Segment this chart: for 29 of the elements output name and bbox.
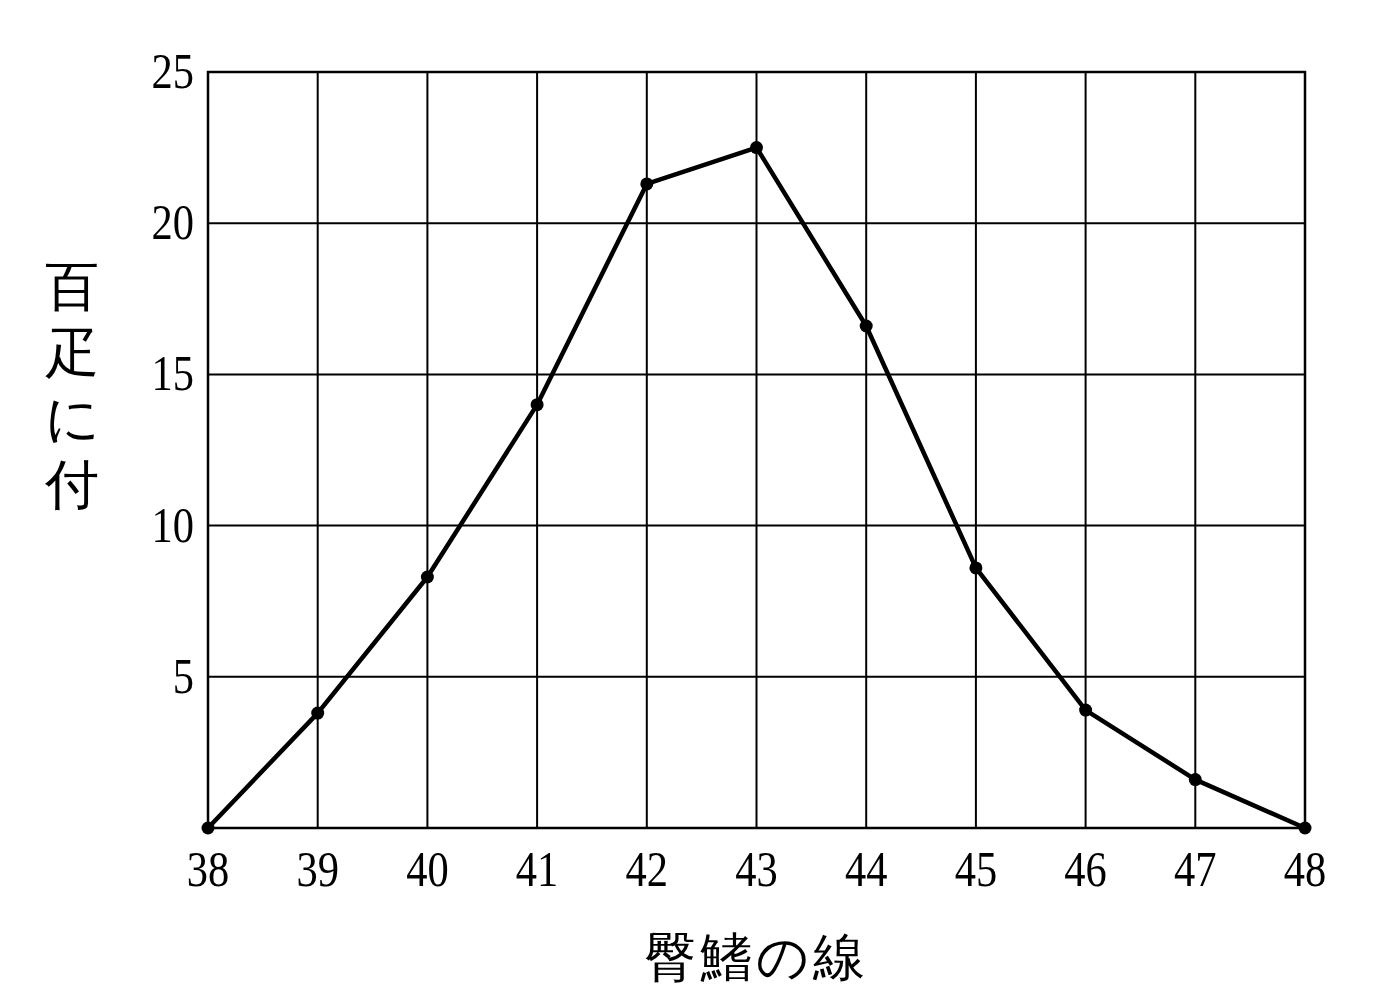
x-tick-label: 44 xyxy=(844,841,888,897)
point xyxy=(969,561,983,575)
x-tick-label: 46 xyxy=(1064,841,1107,897)
y-axis-title: 百疋に付 xyxy=(44,257,100,515)
y-tick-label: 15 xyxy=(151,346,194,402)
x-tick-label: 47 xyxy=(1174,841,1217,897)
x-tick-label: 39 xyxy=(296,841,339,897)
y-tick-label: 20 xyxy=(151,195,194,250)
x-tick-label: 45 xyxy=(954,841,998,897)
x-tick-label: 48 xyxy=(1283,841,1327,897)
point xyxy=(1298,821,1312,835)
point xyxy=(859,319,873,333)
point xyxy=(311,706,325,720)
point xyxy=(750,141,763,155)
y-tick-label: 10 xyxy=(151,497,194,553)
point xyxy=(420,570,434,584)
point xyxy=(640,177,654,191)
y-tick-label: 25 xyxy=(151,43,194,99)
x-tick-label: 43 xyxy=(735,841,778,897)
point xyxy=(1188,773,1202,787)
x-tick-label: 38 xyxy=(186,841,230,897)
x-tick-label: 41 xyxy=(515,841,559,897)
x-axis-title: 臀鰭の線 xyxy=(644,929,869,986)
x-tick-label: 40 xyxy=(406,841,449,897)
point xyxy=(1079,703,1093,717)
y-tick-label: 5 xyxy=(172,648,194,704)
x-tick-label: 42 xyxy=(625,841,669,897)
point xyxy=(530,398,544,412)
point xyxy=(201,821,215,835)
